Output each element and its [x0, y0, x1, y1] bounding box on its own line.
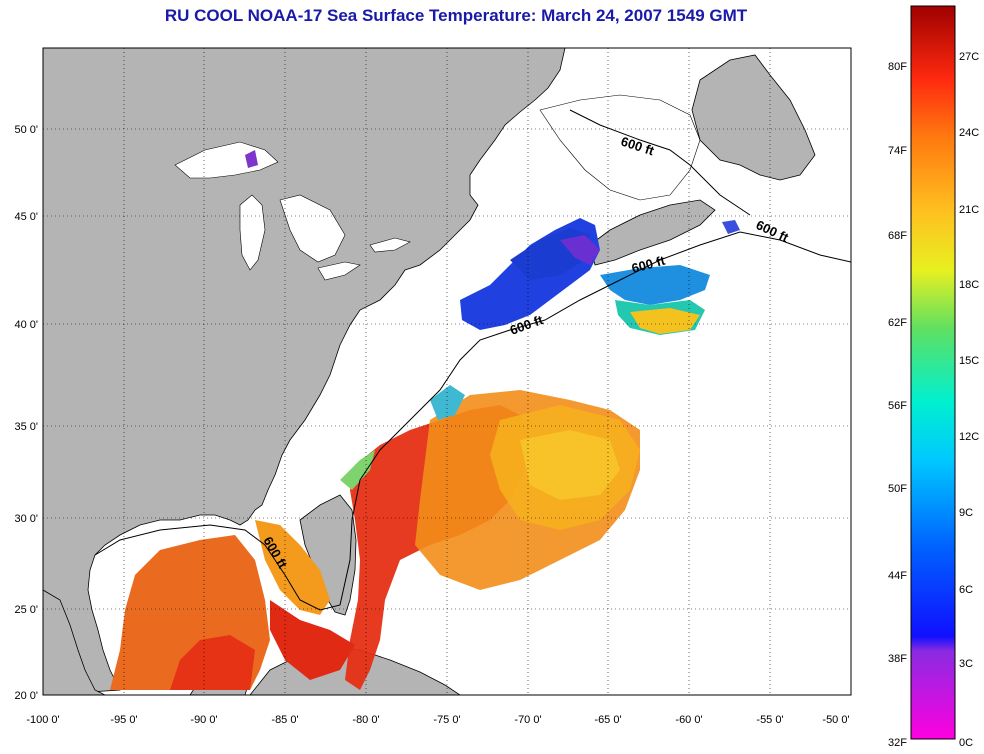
lake-michigan-huron: [239, 194, 346, 271]
lake-erie-ontario: [317, 237, 411, 281]
sst-gulf-stream: [340, 385, 640, 690]
gulf-st-lawrence: [539, 94, 701, 201]
sst-mid-atlantic-cold: [245, 150, 740, 335]
lon-tick: -70 0': [514, 714, 541, 726]
graticule: [43, 48, 851, 695]
lat-tick: 35 0': [14, 421, 38, 433]
lon-tick: -65 0': [594, 714, 621, 726]
lat-tick: 20 0': [14, 690, 38, 702]
lat-tick: 40 0': [14, 319, 38, 331]
lon-tick: -85 0': [271, 714, 298, 726]
lon-tick: -50 0': [822, 714, 849, 726]
lat-tick: 45 0': [14, 211, 38, 223]
lat-tick: 25 0': [14, 604, 38, 616]
map-frame: [42, 47, 852, 696]
sst-gulf-of-mexico: [110, 520, 355, 690]
lake-superior: [174, 141, 279, 179]
depth-contour-600ft: [94, 231, 851, 611]
map-title: RU COOL NOAA-17 Sea Surface Temperature:…: [164, 6, 748, 25]
lon-tick: -55 0': [756, 714, 783, 726]
newfoundland-land: [691, 54, 816, 181]
lon-tick: -90 0': [190, 714, 217, 726]
lon-tick: -95 0': [110, 714, 137, 726]
lon-tick: -75 0': [433, 714, 460, 726]
mexico-land: [43, 589, 106, 695]
lon-tick: -100 0': [26, 714, 59, 726]
lat-tick: 30 0': [14, 513, 38, 525]
latitude-axis: 20 0' 25 0' 30 0' 35 0' 40 0' 45 0' 50 0…: [14, 124, 38, 702]
lon-tick: -80 0': [352, 714, 379, 726]
north-america-land: [43, 48, 566, 695]
lat-tick: 50 0': [14, 124, 38, 136]
longitude-axis: -100 0' -95 0' -90 0' -85 0' -80 0' -75 …: [26, 714, 849, 726]
lon-tick: -60 0': [675, 714, 702, 726]
